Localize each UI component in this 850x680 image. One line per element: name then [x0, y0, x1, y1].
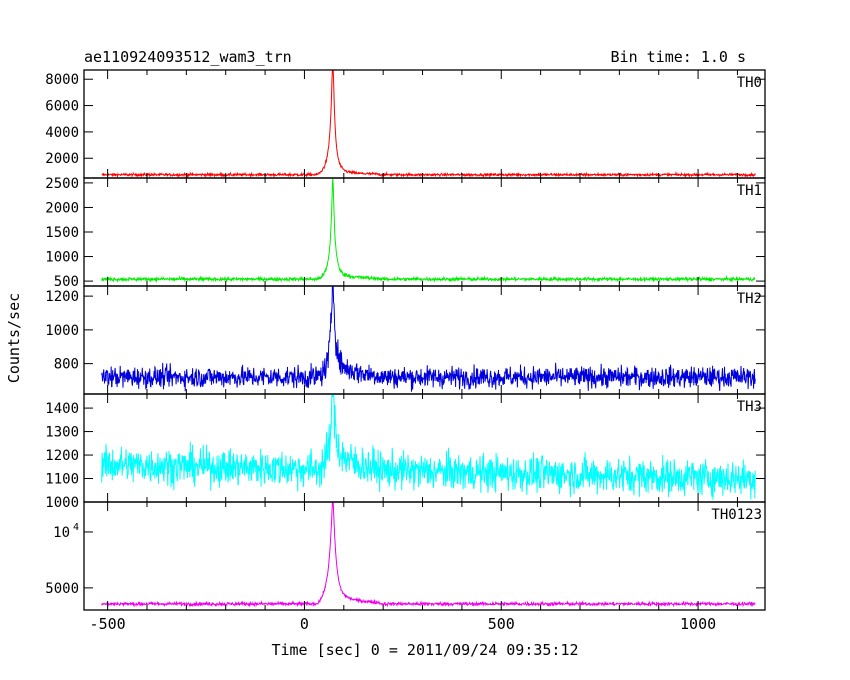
chart-title-left: ae110924093512_wam3_trn — [84, 48, 292, 66]
y-tick-label: 1000 — [45, 323, 79, 339]
y-tick-label-exponent: 4 — [73, 522, 79, 533]
panel-th0-frame — [83, 69, 766, 179]
y-tick-label: 1200 — [45, 289, 79, 305]
panel-label-th0: TH0 — [737, 75, 762, 91]
y-tick-label: 5000 — [45, 581, 79, 597]
panel-label-th0123: TH0123 — [711, 507, 762, 523]
panel-label-th3: TH3 — [737, 399, 762, 415]
panel-label-th1: TH1 — [737, 183, 762, 199]
panel-label-th2: TH2 — [737, 291, 762, 307]
y-tick-label: 10 — [53, 525, 70, 541]
series-th2-line — [101, 285, 756, 392]
series-th0-line — [101, 69, 756, 179]
y-tick-label: 1200 — [45, 448, 79, 464]
chart-title-right: Bin time: 1.0 s — [611, 48, 746, 66]
y-tick-label: 8000 — [45, 72, 79, 88]
series-th1-line — [101, 178, 756, 283]
y-tick-label: 2000 — [45, 200, 79, 216]
y-tick-label: 1000 — [45, 250, 79, 266]
panel-th0123-frame — [83, 501, 766, 611]
y-axis-label: Counts/sec — [5, 293, 23, 383]
x-axis-label: Time [sec] 0 = 2011/09/24 09:35:12 — [271, 641, 578, 659]
series-th0123-line — [101, 501, 756, 608]
y-tick-label: 1400 — [45, 401, 79, 417]
y-tick-label: 1000 — [45, 495, 79, 511]
series-th3-line — [101, 393, 756, 500]
y-tick-label: 4000 — [45, 125, 79, 141]
panels-group: TH02000400060008000TH1500100015002000250… — [45, 69, 766, 633]
y-tick-label: 500 — [54, 274, 79, 290]
x-tick-label: 500 — [488, 615, 515, 633]
x-tick-label: -500 — [90, 615, 126, 633]
y-tick-label: 6000 — [45, 99, 79, 115]
y-tick-label: 800 — [54, 357, 79, 373]
y-tick-label: 1100 — [45, 472, 79, 488]
y-tick-label: 2000 — [45, 151, 79, 167]
x-tick-label: 1000 — [680, 615, 716, 633]
y-tick-label: 1500 — [45, 225, 79, 241]
x-tick-label: 0 — [300, 615, 309, 633]
y-tick-label: 1300 — [45, 425, 79, 441]
panel-th1-frame — [83, 177, 766, 287]
y-tick-label: 2500 — [45, 176, 79, 192]
